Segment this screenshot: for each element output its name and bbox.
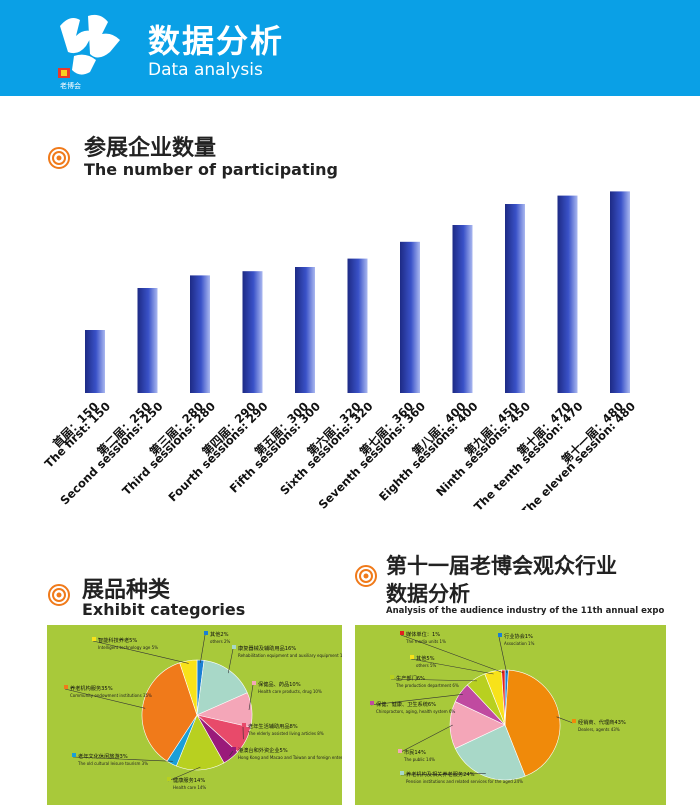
pie2-label-cn-7: 其他5%	[416, 654, 435, 662]
pie1-legend-swatch-7	[72, 753, 76, 757]
pie1-legend-swatch-4	[242, 723, 246, 727]
pie1-legend-swatch-3	[252, 681, 256, 685]
pie2-label-en-5: Chiropractors, aging, health system 6%	[376, 709, 455, 714]
section2-title-en: Exhibit categories	[82, 600, 245, 619]
page-title: 数据分析	[148, 16, 284, 62]
section3-title-en: Analysis of the audience industry of the…	[386, 606, 664, 616]
pie1-label-cn-9: 智能科技养老5%	[98, 636, 137, 644]
exhibit-categories-pie: 其他2%others 2% 康复器械及辅助用品16%Rehabilitation …	[47, 625, 342, 805]
pie1-legend-swatch-8	[64, 685, 68, 689]
bar-3	[190, 275, 210, 393]
pie2-label-en-3: Pension institutions and related service…	[406, 779, 523, 784]
pie2-label-en-6: The production department 6%	[395, 683, 459, 688]
target-icon	[48, 584, 70, 606]
pie1-label-en-4: The elderly assisted living articles 8%	[247, 731, 324, 736]
pie1-legend-swatch-2	[232, 645, 236, 649]
pie1-leader-1	[200, 635, 205, 663]
pie1-legend-swatch-6	[167, 777, 171, 781]
pie1-label-cn-2: 康复器械及辅助用品16%	[238, 644, 296, 652]
bar-10	[558, 196, 578, 393]
expo-logo: 老博会	[50, 6, 128, 90]
pie1-label-cn-4: 老年生活辅助用品8%	[248, 722, 298, 730]
bar-11	[610, 191, 630, 393]
pie2-label-cn-8: 媒体单位：1%	[406, 630, 440, 638]
pie2-label-en-1: Association 1%	[504, 641, 535, 646]
section3-title-cn-1: 第十一届老博会观众行业	[386, 550, 617, 580]
pie2-label-cn-2: 经销商、代理商43%	[578, 718, 626, 726]
pie2-label-cn-5: 保健、健康、卫生系统6%	[376, 700, 436, 708]
pie1-label-en-5: Hong Kong and Macao and Taiwan and forei…	[238, 755, 342, 760]
pie1-label-en-2: Rehabilitation equipment and auxiliary e…	[238, 653, 342, 658]
pie1-legend-swatch-1	[204, 631, 208, 635]
pie2-legend-swatch-7	[410, 655, 414, 659]
page-subtitle: Data analysis	[148, 60, 263, 80]
audience-industry-pie: 行业协会1%Association 1% 经销商、代理商43%Dealers, a…	[355, 625, 666, 805]
logo-small-text: 老博会	[60, 81, 81, 90]
pie2-label-cn-3: 养老机构及相关养老服务24%	[406, 770, 475, 778]
bar-9	[505, 204, 525, 393]
bar-6	[348, 259, 368, 393]
section3-title-cn-2: 数据分析	[386, 578, 470, 608]
pie2-legend-swatch-4	[398, 749, 402, 753]
bar-label-en-7: Seventh sessions: 360	[316, 399, 428, 510]
bar-1	[85, 330, 105, 393]
pie2-legend-swatch-8	[400, 631, 404, 635]
pie2-label-en-4: The public 14%	[403, 757, 435, 762]
pie1-label-en-9: Intelligent technology age 5%	[98, 645, 158, 650]
bar-4	[243, 271, 263, 393]
bar-2	[138, 288, 158, 393]
pie2-label-cn-6: 生产部门6%	[396, 674, 425, 682]
pie1-label-en-6: Health care 14%	[173, 785, 206, 790]
pie1-label-en-7: The old cultural leisure tourism 3%	[77, 761, 148, 766]
pie2-legend-swatch-1	[498, 633, 502, 637]
bar-7	[400, 242, 420, 393]
pie1-label-en-3: Health care products, drug 10%	[258, 689, 322, 694]
pie2-legend-swatch-3	[400, 771, 404, 775]
audience-pie-panel: 行业协会1%Association 1% 经销商、代理商43%Dealers, a…	[355, 625, 666, 805]
pie1-legend-swatch-5	[232, 747, 236, 751]
target-icon	[48, 147, 70, 169]
pie1-label-cn-8: 养老机构服务35%	[70, 684, 113, 692]
bar-5	[295, 267, 315, 393]
pie1-label-cn-3: 保健品、药品10%	[258, 680, 301, 688]
pie2-label-cn-1: 行业协会1%	[504, 632, 533, 640]
pie1-leader-2	[228, 649, 233, 673]
pie2-leader-4	[399, 725, 453, 753]
pie2-legend-swatch-5	[370, 701, 374, 705]
pie1-label-cn-1: 其他2%	[210, 630, 229, 638]
exhibit-pie-panel: 其他2%others 2% 康复器械及辅助用品16%Rehabilitation …	[47, 625, 342, 805]
section1-title-cn: 参展企业数量	[84, 130, 216, 162]
pie2-label-en-8: The media units 1%	[405, 639, 446, 644]
pie1-label-en-1: others 2%	[210, 639, 231, 644]
pie2-legend-swatch-6	[390, 675, 394, 679]
pie2-label-en-2: Dealers, agents 43%	[578, 727, 620, 732]
bar-8	[453, 225, 473, 393]
section1-title-en: The number of participating	[84, 160, 338, 179]
pie2-label-cn-4: 市民14%	[404, 748, 426, 756]
pie1-legend-swatch-9	[92, 637, 96, 641]
pie1-label-en-8: Community endowment institutions 35%	[70, 693, 152, 698]
pie1-label-cn-6: 健康服务14%	[173, 776, 205, 784]
header-banner: 老博会 数据分析 Data analysis	[0, 0, 700, 96]
pie2-label-en-7: others 5%	[416, 663, 437, 668]
pie1-label-cn-7: 老年文化休闲旅游3%	[78, 752, 128, 760]
pie2-legend-swatch-2	[572, 719, 576, 723]
pie1-label-cn-5: 港澳台和外资企业5%	[238, 746, 288, 754]
target-icon	[355, 565, 377, 587]
